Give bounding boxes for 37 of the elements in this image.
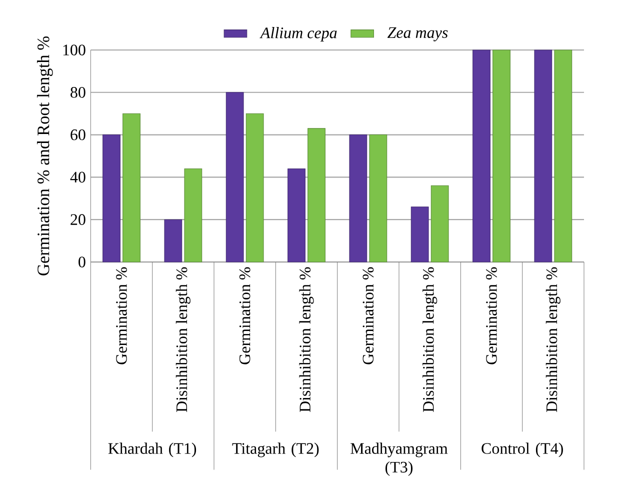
- bar: [534, 50, 552, 262]
- bar: [369, 134, 388, 262]
- x-tick-label: Germination %: [116, 267, 127, 364]
- bar: [184, 168, 202, 262]
- bar: [492, 50, 510, 262]
- x-tick-label: Germination %: [239, 267, 250, 364]
- y-tick-label: 0: [78, 256, 86, 268]
- y-tick-label: 60: [70, 129, 86, 140]
- y-axis-title: Germination % and Root length %: [37, 36, 53, 276]
- text: Control (T4): [482, 442, 563, 458]
- bar: [246, 113, 264, 262]
- bar: [226, 92, 244, 262]
- bar: [410, 206, 429, 262]
- legend-label: Allium cepa: [260, 27, 337, 42]
- text: Khardah (T1): [108, 442, 196, 458]
- legend-label: Zea mays: [387, 27, 448, 42]
- bar: [554, 50, 572, 262]
- x-tick-label: Disinhibition length %: [176, 267, 190, 412]
- bar: [349, 134, 368, 262]
- text: Madhyamgram (T3): [350, 442, 448, 476]
- x-tick-label: Disinhibition length %: [422, 267, 438, 412]
- x-tick-label: Germination %: [486, 267, 497, 364]
- bar: [164, 219, 182, 262]
- bar: [308, 128, 326, 262]
- y-tick-label: 100: [63, 44, 86, 56]
- y-tick-label: 40: [70, 172, 86, 183]
- bar: [122, 113, 140, 262]
- x-tick-label: Germination %: [362, 267, 374, 364]
- bar: [102, 134, 120, 262]
- bar: [288, 168, 306, 262]
- text: Titagarh (T2): [232, 442, 319, 458]
- bar: [430, 185, 449, 262]
- x-tick-label: Disinhibition length %: [546, 267, 560, 412]
- x-tick-label: Disinhibition length %: [299, 267, 314, 412]
- bar: [472, 50, 490, 262]
- y-tick-label: 80: [70, 86, 86, 98]
- y-tick-label: 20: [70, 214, 86, 225]
